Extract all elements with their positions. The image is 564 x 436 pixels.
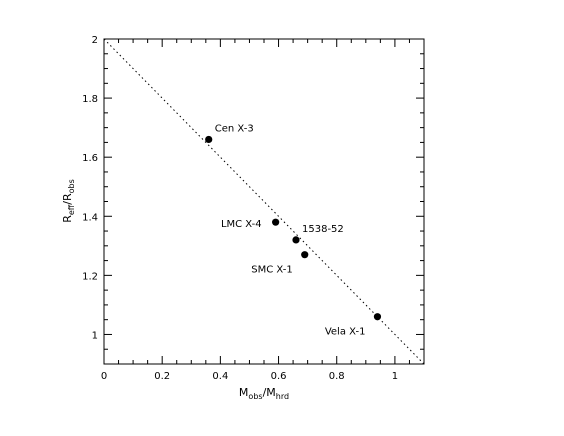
points-group <box>205 135 382 321</box>
x-tick-label: 0 <box>101 371 107 382</box>
point-label: Cen X-3 <box>215 123 254 134</box>
y-tick-label: 1 <box>92 330 98 341</box>
annotations-group: Cen X-3 LMC X-4 1538-52 SMC X-1 Vela X-1 <box>215 123 366 337</box>
data-point <box>205 135 213 144</box>
y-tick-label: 1.4 <box>82 212 98 223</box>
y-tick-label: 1.6 <box>82 153 98 164</box>
point-label: SMC X-1 <box>251 265 292 276</box>
x-tick-label: 0.2 <box>154 371 170 382</box>
y-axis-label: Reff/Robs <box>61 179 76 223</box>
ticks-group <box>103 38 425 365</box>
x-tick-label: 0.6 <box>271 371 287 382</box>
data-point <box>373 313 382 321</box>
y-tick-label: 1.2 <box>82 271 98 282</box>
y-tick-label: 2 <box>92 35 98 46</box>
point-label: 1538-52 <box>302 224 344 235</box>
data-point <box>292 236 300 244</box>
point-label: LMC X-4 <box>221 219 262 230</box>
data-point <box>272 218 280 226</box>
x-axis-label: Mobs/Mhrd <box>239 386 289 401</box>
data-point <box>301 251 309 259</box>
point-label: Vela X-1 <box>325 327 366 338</box>
x-tick-label: 0.4 <box>212 371 228 382</box>
x-tick-label: 1 <box>392 371 398 382</box>
y-tick-label: 1.8 <box>82 94 98 105</box>
tick-labels-group: 0 0.2 0.4 0.6 0.8 1 1 1.2 1.4 1.6 1.8 2 <box>82 35 398 382</box>
x-tick-label: 0.8 <box>329 371 345 382</box>
